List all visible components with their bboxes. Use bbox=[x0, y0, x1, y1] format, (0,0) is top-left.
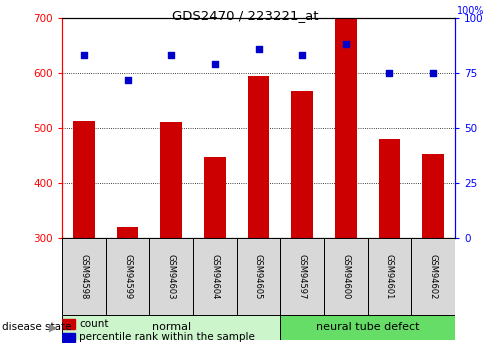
Point bbox=[123, 77, 131, 82]
Bar bbox=[247, 76, 270, 238]
Text: GSM94602: GSM94602 bbox=[429, 254, 438, 299]
Point bbox=[80, 53, 88, 58]
Bar bbox=[324, 238, 368, 315]
Bar bbox=[379, 139, 400, 238]
Bar bbox=[117, 227, 138, 238]
Text: neural tube defect: neural tube defect bbox=[316, 323, 419, 333]
Text: GSM94605: GSM94605 bbox=[254, 254, 263, 299]
Text: GSM94599: GSM94599 bbox=[123, 254, 132, 299]
Text: GSM94597: GSM94597 bbox=[297, 254, 307, 299]
Bar bbox=[280, 315, 455, 340]
Bar bbox=[204, 157, 226, 238]
Text: GSM94600: GSM94600 bbox=[342, 254, 350, 299]
Bar bbox=[149, 238, 193, 315]
Text: GSM94604: GSM94604 bbox=[210, 254, 220, 299]
Bar bbox=[291, 91, 313, 238]
Bar bbox=[160, 122, 182, 238]
Point bbox=[211, 61, 219, 67]
Text: ▶: ▶ bbox=[49, 323, 57, 333]
Text: GDS2470 / 223221_at: GDS2470 / 223221_at bbox=[172, 9, 318, 22]
Bar bbox=[411, 238, 455, 315]
Point bbox=[255, 46, 263, 51]
Point bbox=[429, 70, 437, 76]
Bar bbox=[73, 121, 95, 238]
Bar bbox=[106, 238, 149, 315]
Bar bbox=[368, 238, 411, 315]
Bar bbox=[335, 18, 357, 238]
Bar bbox=[237, 238, 280, 315]
Text: GSM94603: GSM94603 bbox=[167, 254, 176, 299]
Text: 100%: 100% bbox=[458, 6, 485, 16]
Point bbox=[167, 53, 175, 58]
Bar bbox=[62, 319, 74, 329]
Bar bbox=[422, 155, 444, 238]
Text: count: count bbox=[79, 319, 109, 329]
Bar bbox=[62, 333, 74, 342]
Text: GSM94598: GSM94598 bbox=[79, 254, 88, 299]
Text: percentile rank within the sample: percentile rank within the sample bbox=[79, 332, 255, 342]
Bar bbox=[62, 315, 280, 340]
Text: disease state: disease state bbox=[2, 323, 72, 333]
Point bbox=[386, 70, 393, 76]
Text: normal: normal bbox=[151, 323, 191, 333]
Point bbox=[298, 53, 306, 58]
Point bbox=[342, 42, 350, 47]
Bar bbox=[62, 238, 106, 315]
Bar bbox=[193, 238, 237, 315]
Bar bbox=[280, 238, 324, 315]
Text: GSM94601: GSM94601 bbox=[385, 254, 394, 299]
